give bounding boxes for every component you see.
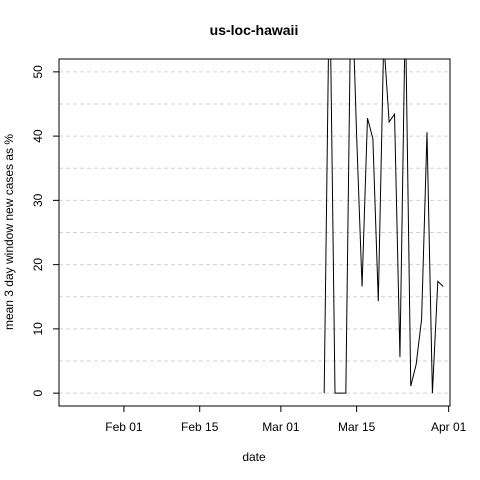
axes: 0 10 20 30 40 50 Feb 01 Feb 15 Mar 01 Mar 15 Apr 0… [31,65,467,434]
y-axis-label: mean 3 day window new cases as % [2,134,16,330]
plot-frame [58,58,451,407]
chart-title: us-loc-hawaii [210,22,299,38]
x-tick-label: Feb 15 [181,420,219,434]
y-tick-label: 30 [31,193,45,207]
series [323,59,444,394]
y-tick-label: 40 [31,129,45,143]
x-axis-label: date [242,450,266,464]
y-tick-label: 0 [31,389,45,396]
x-tick-label: Mar 15 [338,420,376,434]
y-tick-label: 50 [31,65,45,79]
grid [59,71,450,394]
y-tick-label: 10 [31,322,45,336]
series-line [323,59,444,394]
x-tick-label: Feb 01 [105,420,143,434]
y-tick-label: 20 [31,258,45,272]
x-tick-label: Apr 01 [431,420,467,434]
x-tick-label: Mar 01 [262,420,300,434]
